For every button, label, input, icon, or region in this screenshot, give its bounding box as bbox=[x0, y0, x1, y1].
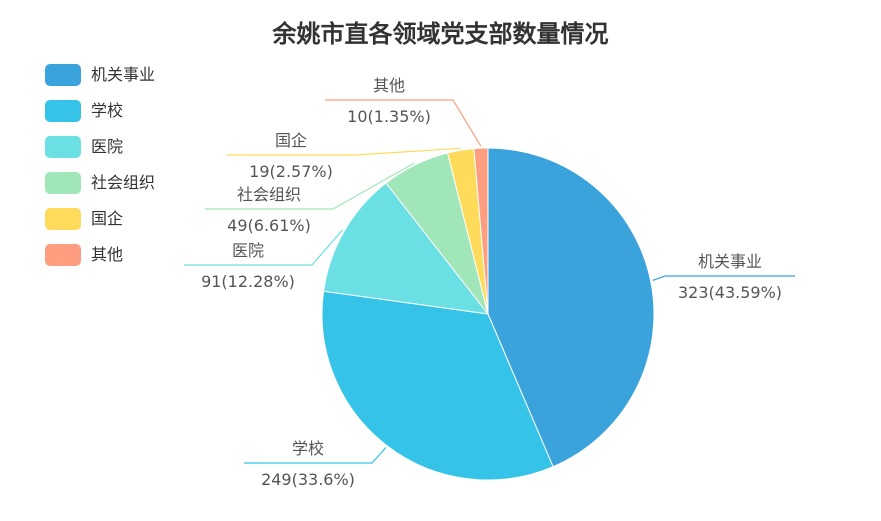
pie-slice-1[interactable] bbox=[321, 290, 554, 481]
slice-label-value-5: 10(1.35%) bbox=[347, 107, 431, 126]
legend-item-2[interactable]: 医院 bbox=[45, 136, 155, 172]
slice-label-name-5: 其他 bbox=[373, 76, 405, 95]
legend-label: 社会组织 bbox=[91, 173, 156, 192]
slice-label-value-4: 19(2.57%) bbox=[249, 162, 333, 181]
slice-label-name-2: 医院 bbox=[232, 241, 264, 260]
slice-label-value-2: 91(12.28%) bbox=[201, 272, 295, 291]
leader-line-4 bbox=[227, 147, 461, 156]
legend: 机关事业 学校 医院 社会组织 国企 其他 bbox=[45, 64, 155, 280]
pie-slice-2[interactable] bbox=[323, 182, 490, 315]
legend-swatch bbox=[45, 64, 81, 86]
label-leader-lines bbox=[184, 99, 795, 464]
slice-label-name-1: 学校 bbox=[292, 439, 324, 458]
leader-line-0 bbox=[652, 275, 795, 281]
pie-slice-5[interactable] bbox=[473, 147, 489, 315]
legend-label: 国企 bbox=[91, 209, 124, 228]
slice-label-name-4: 国企 bbox=[275, 131, 307, 150]
legend-label: 学校 bbox=[91, 101, 124, 120]
legend-swatch bbox=[45, 208, 81, 230]
legend-item-1[interactable]: 学校 bbox=[45, 100, 155, 136]
legend-label: 机关事业 bbox=[91, 65, 156, 84]
legend-item-4[interactable]: 国企 bbox=[45, 208, 155, 244]
legend-item-0[interactable]: 机关事业 bbox=[45, 64, 155, 100]
chart-title: 余姚市直各领域党支部数量情况 bbox=[272, 20, 609, 48]
legend-swatch bbox=[45, 172, 81, 194]
slice-label-value-1: 249(33.6%) bbox=[261, 470, 355, 489]
leader-line-3 bbox=[205, 162, 415, 210]
leader-line-1 bbox=[244, 447, 387, 464]
slice-label-name-3: 社会组织 bbox=[237, 185, 301, 204]
slice-label-value-0: 323(43.59%) bbox=[678, 283, 782, 302]
slice-labels: 机关事业 323(43.59%) 学校 249(33.6%) 医院 91(12.28%) 社… bbox=[201, 76, 782, 489]
slice-label-value-3: 49(6.61%) bbox=[227, 216, 311, 235]
legend-swatch bbox=[45, 136, 81, 158]
legend-swatch bbox=[45, 100, 81, 122]
legend-label: 医院 bbox=[91, 137, 124, 156]
leader-line-2 bbox=[184, 229, 343, 266]
slice-label-name-0: 机关事业 bbox=[698, 252, 762, 271]
pie-slices bbox=[321, 147, 655, 481]
legend-label: 其他 bbox=[91, 245, 124, 264]
legend-item-5[interactable]: 其他 bbox=[45, 244, 155, 280]
legend-item-3[interactable]: 社会组织 bbox=[45, 172, 155, 208]
pie-slice-0[interactable] bbox=[487, 147, 655, 468]
legend-swatch bbox=[45, 244, 81, 266]
leader-line-5 bbox=[325, 99, 482, 147]
